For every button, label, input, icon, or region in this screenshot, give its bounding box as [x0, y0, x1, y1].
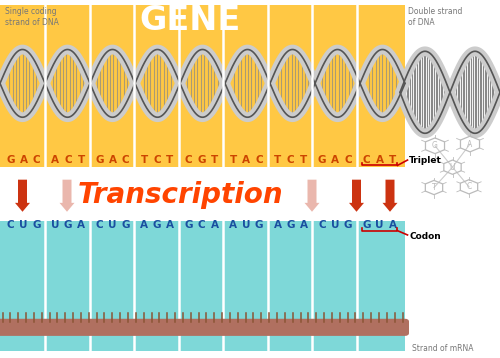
Text: C: C	[32, 155, 40, 165]
Text: C: C	[318, 220, 326, 230]
Text: A: A	[274, 220, 281, 230]
Text: Strand of mRNA: Strand of mRNA	[412, 344, 474, 353]
Text: T: T	[211, 155, 218, 165]
Text: A: A	[166, 220, 174, 230]
Text: G: G	[95, 155, 104, 165]
Text: T: T	[300, 155, 307, 165]
Text: Single coding
strand of DNA: Single coding strand of DNA	[5, 7, 59, 27]
Bar	[0, 221, 405, 351]
Text: Codon: Codon	[409, 232, 441, 241]
Text: A: A	[468, 140, 472, 149]
Bar	[0, 5, 405, 167]
Text: G: G	[344, 220, 352, 230]
Text: Double strand
of DNA: Double strand of DNA	[408, 7, 462, 27]
Text: A: A	[51, 155, 59, 165]
Text: C: C	[184, 155, 192, 165]
Text: C: C	[362, 155, 370, 165]
Text: A: A	[140, 220, 148, 230]
Text: C: C	[286, 155, 294, 165]
Text: C: C	[255, 155, 263, 165]
Text: A: A	[331, 155, 339, 165]
Text: U: U	[108, 220, 117, 230]
Text: U: U	[331, 220, 339, 230]
FancyArrow shape	[304, 180, 320, 212]
Text: C: C	[122, 155, 130, 165]
Text: G: G	[184, 220, 193, 230]
Text: A: A	[20, 155, 28, 165]
Text: C: C	[198, 220, 205, 230]
FancyArrow shape	[15, 180, 30, 212]
Text: A: A	[300, 220, 308, 230]
Text: C: C	[96, 220, 104, 230]
Text: A: A	[77, 220, 85, 230]
Text: U: U	[450, 163, 455, 172]
Text: T: T	[389, 155, 396, 165]
Text: T: T	[432, 183, 436, 192]
FancyArrow shape	[349, 180, 364, 212]
Text: G: G	[32, 220, 41, 230]
Text: G: G	[286, 220, 295, 230]
Text: Triplet: Triplet	[409, 156, 442, 165]
Text: G: G	[153, 220, 162, 230]
Text: G: G	[255, 220, 263, 230]
Text: G: G	[432, 141, 438, 150]
Text: Transcription: Transcription	[77, 181, 283, 209]
Text: U: U	[51, 220, 60, 230]
Text: G: G	[362, 220, 371, 230]
Text: U: U	[19, 220, 28, 230]
FancyArrow shape	[382, 180, 398, 212]
Text: T: T	[274, 155, 281, 165]
Text: GENE: GENE	[140, 4, 240, 38]
Text: G: G	[197, 155, 206, 165]
Text: A: A	[210, 220, 218, 230]
Text: A: A	[229, 220, 237, 230]
Text: G: G	[121, 220, 130, 230]
Text: T: T	[166, 155, 173, 165]
Text: T: T	[78, 155, 84, 165]
Text: C: C	[6, 220, 14, 230]
Text: C: C	[344, 155, 352, 165]
FancyArrow shape	[60, 180, 74, 212]
Text: A: A	[376, 155, 384, 165]
Text: T: T	[230, 155, 236, 165]
Text: U: U	[375, 220, 384, 230]
Text: G: G	[6, 155, 15, 165]
Text: T: T	[140, 155, 147, 165]
Text: G: G	[318, 155, 326, 165]
Text: A: A	[242, 155, 250, 165]
Text: C: C	[153, 155, 161, 165]
Text: U: U	[242, 220, 250, 230]
Text: C: C	[64, 155, 72, 165]
Text: C: C	[466, 182, 471, 191]
Text: A: A	[108, 155, 116, 165]
Text: A: A	[388, 220, 396, 230]
Text: G: G	[64, 220, 72, 230]
FancyBboxPatch shape	[0, 319, 409, 336]
